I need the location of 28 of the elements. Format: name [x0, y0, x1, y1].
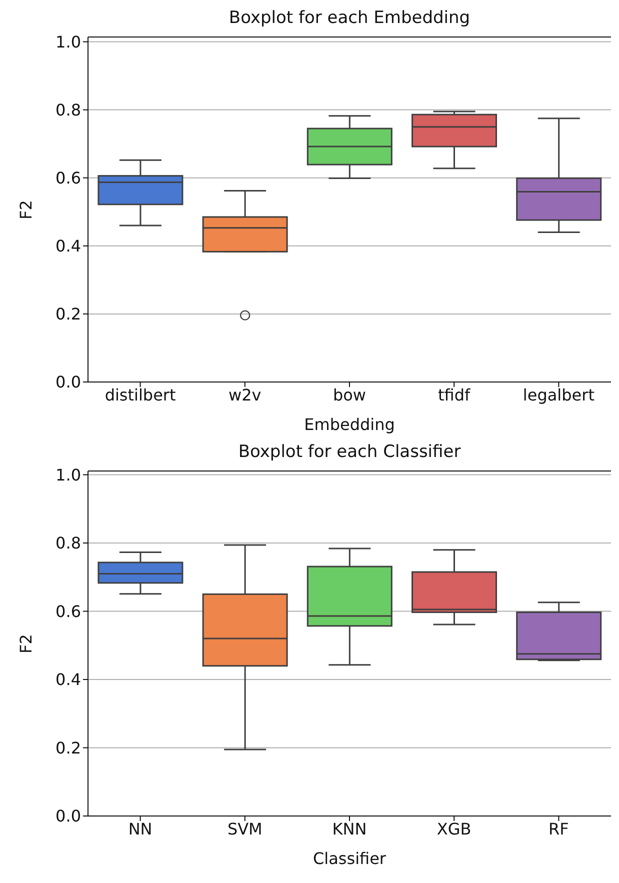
- x-tick-label: tfidf: [438, 385, 471, 404]
- y-tick-label: 0.0: [56, 372, 81, 392]
- x-axis-title: Classifier: [312, 849, 386, 868]
- y-tick-label: 0.0: [56, 806, 81, 826]
- x-tick-label: SVM: [227, 819, 262, 838]
- y-tick-label: 0.4: [56, 670, 81, 690]
- x-tick-label: NN: [128, 819, 152, 838]
- y-tick-label: 1.0: [56, 32, 81, 52]
- y-tick-label: 0.2: [56, 738, 81, 758]
- x-tick-label: KNN: [332, 819, 367, 838]
- y-tick-label: 0.6: [56, 168, 81, 188]
- x-axis-title: Embedding: [304, 415, 395, 434]
- y-tick-label: 0.2: [56, 304, 81, 324]
- y-axis-title: F2: [16, 634, 36, 654]
- y-tick-label: 0.8: [56, 534, 81, 553]
- y-tick-label: 0.4: [56, 236, 81, 256]
- x-tick-label: bow: [332, 385, 366, 404]
- y-tick-label: 0.8: [56, 100, 81, 120]
- chart-title: Boxplot for each Classifier: [237, 442, 462, 464]
- x-tick-label: w2v: [228, 385, 262, 404]
- x-tick-label: distilbert: [104, 385, 176, 404]
- x-tick-label: XGB: [436, 819, 472, 838]
- chart-title: Boxplot for each Embedding: [228, 8, 472, 30]
- y-axis-title: F2: [16, 200, 36, 220]
- x-tick-label: RF: [548, 819, 569, 838]
- y-tick-label: 1.0: [56, 465, 81, 484]
- x-tick-label: legalbert: [522, 385, 594, 404]
- y-tick-label: 0.6: [56, 602, 81, 621]
